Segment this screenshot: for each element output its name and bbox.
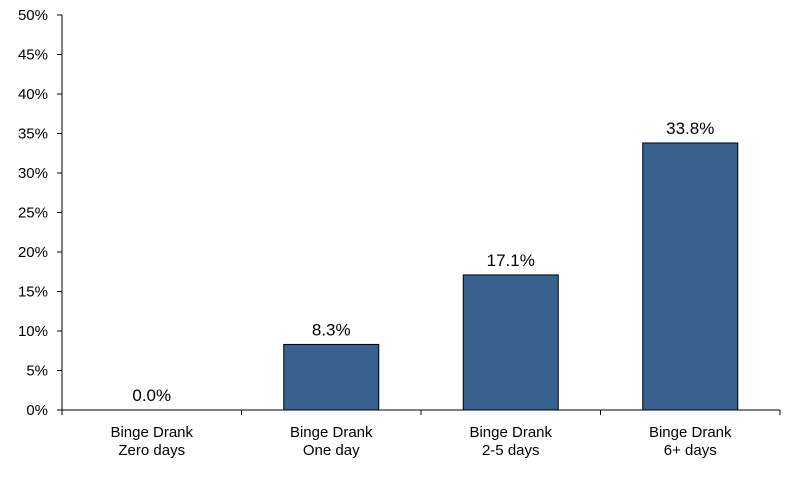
x-category-label: Binge Drank: [469, 424, 552, 441]
x-category-label: Binge Drank: [110, 424, 193, 441]
x-category-label: Binge Drank: [649, 424, 732, 441]
x-category-label: Zero days: [118, 442, 185, 459]
y-tick-label: 10%: [18, 323, 48, 340]
y-tick-label: 45%: [18, 47, 48, 64]
y-tick-label: 5%: [26, 363, 48, 380]
x-category-label: 6+ days: [664, 442, 717, 459]
data-label: 8.3%: [312, 320, 351, 339]
bar: [642, 142, 739, 411]
y-tick-label: 30%: [18, 165, 48, 182]
bar: [283, 343, 380, 411]
x-category-label: One day: [303, 442, 360, 459]
data-label: 0.0%: [132, 386, 171, 405]
y-axis-ticks: 0% 5% 10% 15% 20% 25% 30% 35% 40% 45% 50%: [18, 7, 62, 419]
y-tick-label: 50%: [18, 7, 48, 24]
y-tick-label: 0%: [26, 402, 48, 419]
bar: [462, 274, 559, 411]
x-category-label: 2-5 days: [482, 442, 540, 459]
data-label: 33.8%: [666, 119, 714, 138]
y-tick-label: 25%: [18, 205, 48, 222]
y-tick-label: 15%: [18, 284, 48, 301]
data-label: 17.1%: [487, 251, 535, 270]
y-tick-label: 20%: [18, 244, 48, 261]
y-tick-label: 35%: [18, 126, 48, 143]
x-category-label: Binge Drank: [290, 424, 373, 441]
bars: [61, 142, 781, 415]
data-labels: 0.0% 8.3% 17.1% 33.8%: [132, 119, 714, 405]
y-tick-label: 40%: [18, 86, 48, 103]
